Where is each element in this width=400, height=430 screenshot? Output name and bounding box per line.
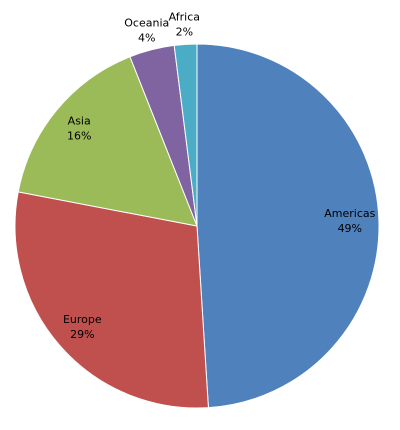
slice-value-label: 49% bbox=[338, 222, 362, 235]
slice-label: Oceania bbox=[124, 16, 169, 29]
pie-slice bbox=[17, 56, 198, 227]
pie-slice bbox=[173, 43, 198, 227]
slice-label: Africa bbox=[169, 10, 200, 23]
slice-value-label: 4% bbox=[138, 31, 155, 44]
slice-value-label: 2% bbox=[176, 25, 193, 38]
slice-label: Europe bbox=[63, 313, 102, 326]
pie-slice bbox=[196, 43, 380, 409]
pie-slice bbox=[14, 191, 209, 409]
slice-value-label: 16% bbox=[67, 130, 91, 143]
slice-label: Asia bbox=[68, 115, 91, 128]
slice-label: Americas bbox=[324, 207, 375, 220]
slice-value-label: 29% bbox=[70, 328, 94, 341]
